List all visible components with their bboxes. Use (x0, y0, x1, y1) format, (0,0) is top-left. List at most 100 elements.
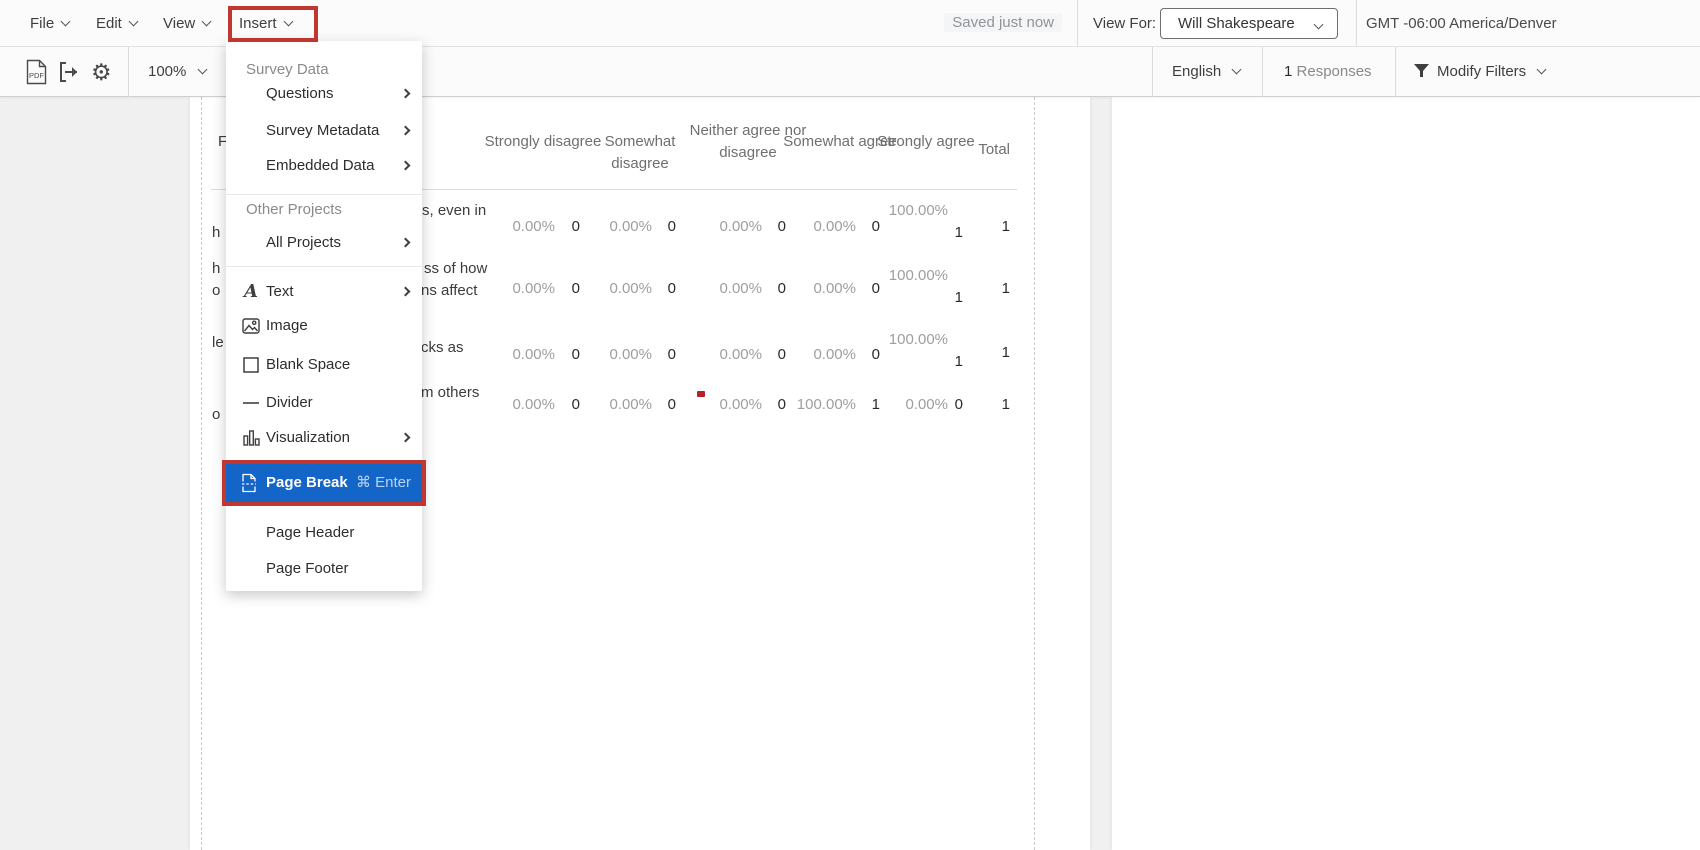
menu-item-all-projects[interactable]: All Projects (226, 225, 422, 261)
col-header-total: Total (978, 141, 1010, 158)
menu-divider (226, 194, 422, 195)
report-page-next[interactable] (1112, 97, 1700, 850)
settings-button[interactable]: ⚙ (91, 47, 112, 97)
text-icon: A (244, 281, 258, 302)
modify-filters-button[interactable]: Modify Filters (1414, 47, 1547, 97)
language-label: English (1172, 63, 1222, 80)
menu-item-blank-space[interactable]: Blank Space (226, 347, 422, 383)
menu-section-other-projects: Other Projects (246, 201, 342, 218)
cell-count: 0 (777, 280, 786, 297)
cell-count: 0 (954, 396, 963, 413)
question-title-fragment: F (218, 133, 228, 150)
cell-pct: 0.00% (719, 280, 762, 297)
row3-label-fragment: le (212, 334, 224, 351)
menu-item-label: Embedded Data (266, 157, 375, 174)
menu-item-label: Questions (266, 85, 334, 102)
menu-edit-label: Edit (96, 15, 122, 32)
menu-item-visualization[interactable]: Visualization (226, 420, 422, 456)
cell-count: 0 (871, 280, 880, 297)
menu-edit[interactable]: Edit (96, 0, 139, 47)
row4-label-fragment: o (212, 406, 221, 423)
menu-file[interactable]: File (30, 0, 71, 47)
menu-item-label: Divider (266, 394, 313, 411)
menu-item-label: Image (266, 317, 308, 334)
zoom-level: 100% (148, 63, 187, 80)
gear-icon: ⚙ (91, 58, 112, 85)
col-header-strongly-agree: Strongly agree (877, 133, 975, 150)
chevron-right-icon (400, 125, 411, 136)
viewer-select[interactable]: Will Shakespeare (1160, 8, 1338, 39)
menu-item-text[interactable]: A Text (226, 274, 422, 310)
menu-section-survey-data: Survey Data (246, 61, 329, 78)
pdf-file-icon: PDF (26, 59, 47, 85)
table-header-rule (211, 189, 1017, 190)
col-header-somewhat-agree: Somewhat agree (783, 133, 897, 150)
cell-pct: 0.00% (813, 218, 856, 235)
chevron-down-icon (60, 16, 71, 27)
language-select[interactable]: English (1172, 47, 1242, 97)
chevron-right-icon (400, 286, 411, 297)
cell-count: 1 (871, 396, 880, 413)
chevron-right-icon (400, 160, 411, 171)
cell-count: 0 (777, 396, 786, 413)
menu-item-survey-metadata[interactable]: Survey Metadata (226, 113, 422, 149)
chevron-down-icon (201, 16, 212, 27)
menu-insert[interactable]: Insert (239, 0, 293, 47)
menu-item-label: Page Footer (266, 560, 349, 577)
image-icon (241, 316, 261, 336)
cell-pct: 0.00% (609, 396, 652, 413)
cell-count: 0 (571, 346, 580, 363)
cell-count: 0 (667, 396, 676, 413)
cell-pct: 0.00% (609, 346, 652, 363)
row4-label-fragment: m others (421, 384, 480, 401)
export-button[interactable] (57, 47, 81, 97)
cell-count: 0 (777, 346, 786, 363)
col-header-neither: Neither agree nor disagree (689, 122, 807, 161)
cell-count: 0 (777, 218, 786, 235)
row2-label-fragment: o (212, 282, 221, 299)
chevron-down-icon (1536, 64, 1547, 75)
cell-pct: 100.00% (888, 267, 948, 284)
view-for-label: View For: (1093, 15, 1157, 32)
cell-pct: 0.00% (512, 218, 555, 235)
chevron-down-icon (283, 16, 293, 27)
menu-item-label: Text (266, 283, 294, 300)
menu-item-page-footer[interactable]: Page Footer (226, 551, 422, 587)
menu-item-label: Visualization (266, 429, 350, 446)
row3-label-fragment: cks as (421, 339, 464, 356)
menu-item-label: Page Header (266, 524, 355, 541)
cell-count: 0 (667, 280, 676, 297)
cell-pct: 0.00% (905, 396, 948, 413)
divider (1262, 47, 1263, 97)
cell-pct: 0.00% (512, 396, 555, 413)
cell-total: 1 (1001, 280, 1010, 297)
chevron-down-icon (197, 64, 207, 75)
menu-item-embedded-data[interactable]: Embedded Data (226, 148, 422, 184)
menu-divider (226, 266, 422, 267)
cell-count: 0 (571, 396, 580, 413)
insert-dropdown-menu: Survey Data Questions Survey Metadata Em… (226, 41, 422, 591)
cell-count: 0 (571, 218, 580, 235)
chevron-down-icon (1313, 19, 1324, 30)
menu-item-page-header[interactable]: Page Header (226, 515, 422, 551)
page-margin-guide-right (1034, 97, 1035, 850)
chevron-down-icon (128, 16, 139, 27)
menu-insert-label: Insert (239, 15, 277, 32)
zoom-select[interactable]: 100% (148, 47, 207, 97)
export-icon (57, 60, 81, 84)
menu-item-label: All Projects (266, 234, 342, 251)
timezone-label: GMT -06:00 America/Denver (1366, 15, 1557, 32)
menu-item-image[interactable]: Image (226, 308, 422, 344)
cell-pct: 0.00% (512, 280, 555, 297)
cell-count: 1 (954, 289, 963, 306)
bar-chart-icon (241, 428, 261, 448)
divider-icon (241, 393, 261, 413)
cell-count: 1 (954, 353, 963, 370)
row1-label-fragment: s, even in (422, 202, 487, 219)
menu-item-questions[interactable]: Questions (226, 76, 422, 112)
menu-item-divider[interactable]: Divider (226, 385, 422, 421)
menu-item-page-break[interactable]: Page Break ⌘ Enter (226, 464, 422, 502)
export-pdf-button[interactable]: PDF (26, 47, 47, 97)
menu-view[interactable]: View (163, 0, 212, 47)
